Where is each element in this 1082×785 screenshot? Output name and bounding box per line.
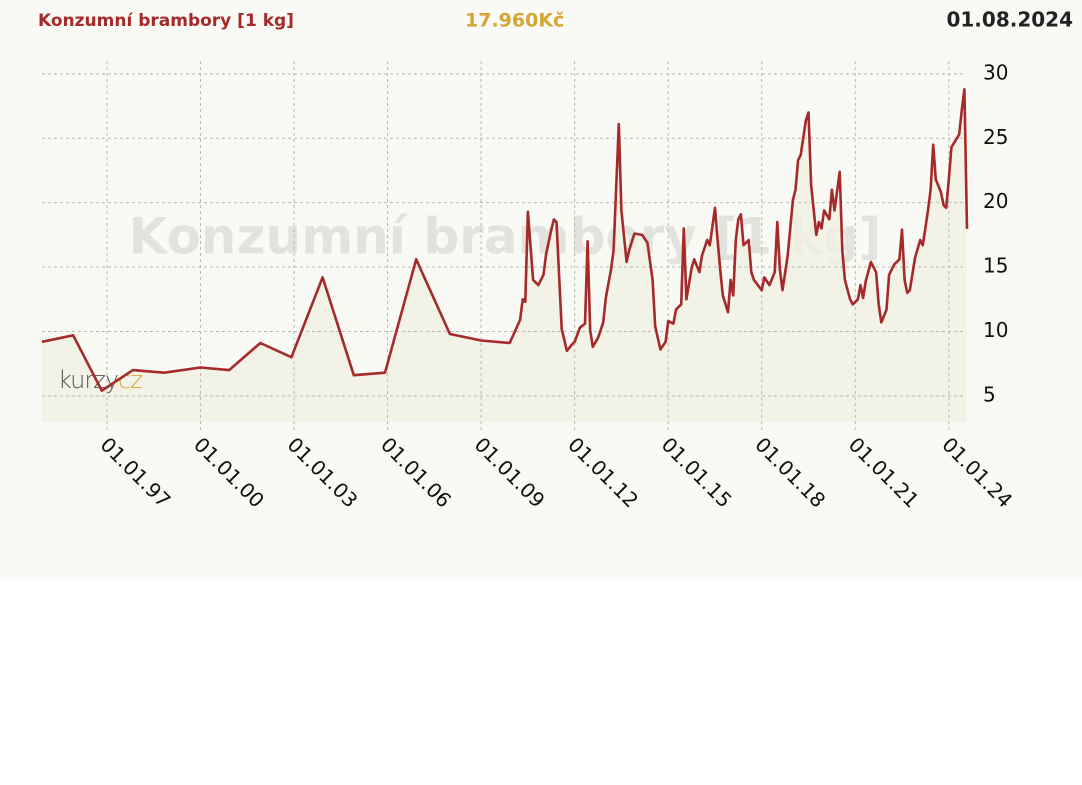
- area: [42, 89, 967, 422]
- y-tick-label: 20: [983, 189, 1008, 213]
- watermark: Konzumní brambory [1 kg]: [129, 208, 882, 266]
- logo: kurzycz: [58, 366, 142, 394]
- logo-part: kurzy: [58, 366, 118, 394]
- y-tick-label: 30: [983, 60, 1008, 84]
- chart-title: Konzumní brambory [1 kg]: [38, 11, 294, 31]
- price-line: [41, 88, 969, 392]
- y-tick-label: 15: [983, 254, 1008, 278]
- y-tick-label: 25: [983, 125, 1008, 149]
- y-tick-label: 5: [983, 382, 996, 406]
- current-price: 17.960Kč: [465, 10, 564, 32]
- price-date: 01.08.2024: [946, 8, 1073, 32]
- y-tick-label: 10: [983, 318, 1008, 342]
